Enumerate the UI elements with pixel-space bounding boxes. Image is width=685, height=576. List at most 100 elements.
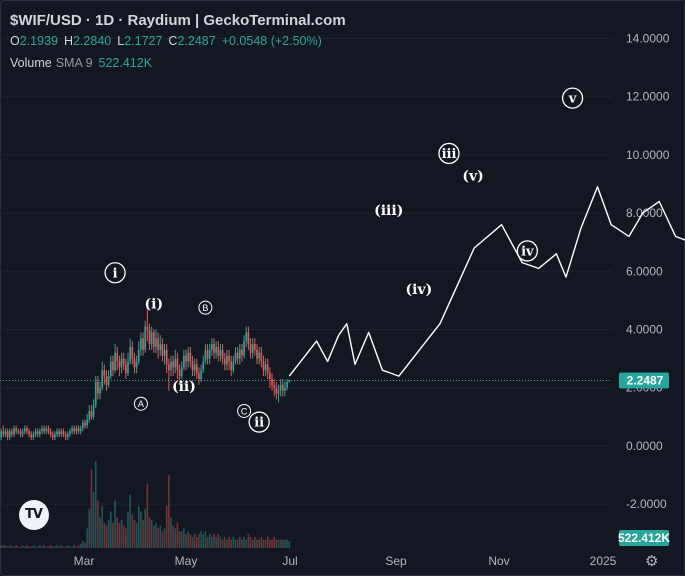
volume-bar: [92, 492, 95, 548]
volume-bar: [170, 517, 172, 548]
volume-badge: [619, 530, 669, 546]
candle-body: [105, 376, 108, 385]
volume-bar: [260, 536, 263, 548]
volume-bar: [142, 520, 144, 548]
x-axis-tick-label: Sep: [385, 554, 407, 568]
candle-body: [286, 381, 288, 388]
candle-body: [21, 431, 24, 435]
candle-body: [8, 431, 11, 438]
volume-bar: [73, 545, 76, 548]
volume-bar: [94, 461, 97, 548]
volume-bar: [51, 546, 54, 548]
volume-bar: [90, 469, 93, 548]
volume-bar: [110, 511, 112, 548]
volume-bar: [103, 522, 106, 548]
volume-bar: [62, 546, 65, 548]
volume-bar: [112, 522, 114, 548]
volume-bar: [39, 545, 41, 548]
candle-body: [178, 370, 181, 377]
candle-body: [234, 352, 237, 362]
volume-bar: [191, 536, 194, 548]
gear-icon[interactable]: ⚙: [645, 553, 659, 570]
candle-body: [159, 344, 162, 350]
candle-body: [4, 431, 7, 435]
candle-body: [277, 390, 280, 394]
candle-body: [183, 355, 185, 368]
x-axis-tick-label: Jul: [282, 554, 297, 568]
candle-body: [137, 349, 140, 362]
volume-bar: [223, 536, 226, 548]
candle-body: [103, 370, 106, 377]
wave-label: (iii): [374, 203, 403, 219]
volume-bar: [258, 539, 260, 548]
candle-body: [260, 352, 263, 362]
candle-body: [39, 431, 41, 435]
close-label: C: [168, 34, 178, 48]
volume-bar: [6, 546, 9, 548]
volume-bar: [204, 531, 207, 548]
candle-body: [241, 349, 243, 356]
candle-body: [97, 381, 99, 394]
volume-bar: [161, 531, 164, 548]
candle-body: [84, 422, 86, 426]
change-value: +0.0548 (+2.50%): [221, 34, 322, 48]
wave-label-circle: [438, 142, 460, 165]
volume-bar: [120, 520, 123, 548]
candle-body: [238, 349, 241, 359]
volume-bar: [284, 539, 286, 548]
candle-body: [129, 346, 131, 362]
volume-bar: [159, 525, 162, 548]
last-price-badge: [619, 372, 669, 389]
candle-body: [221, 349, 224, 359]
volume-bar: [17, 546, 20, 548]
candle-body: [135, 361, 138, 368]
wave-label-circle: [237, 403, 252, 418]
volume-bar: [69, 546, 71, 548]
volume-bar: [245, 539, 248, 548]
y-axis-tick-label: -2.0000: [626, 497, 667, 511]
candle-body: [2, 431, 5, 435]
candle-body: [11, 431, 13, 435]
volume-bar: [232, 536, 235, 548]
y-axis-tick-label: 12.0000: [626, 90, 670, 104]
candle-body: [152, 332, 155, 347]
volume-bar: [243, 536, 245, 548]
candle-body: [275, 387, 278, 394]
tradingview-logo-icon[interactable]: TV: [19, 500, 49, 530]
volume-bar: [43, 545, 45, 548]
high-value: 2.2840: [73, 34, 112, 48]
candle-body: [79, 428, 82, 432]
volume-bar: [45, 546, 48, 548]
candle-body: [223, 358, 226, 365]
candle-body: [88, 410, 91, 420]
volume-bar: [131, 514, 134, 548]
volume-bar: [176, 522, 179, 548]
wave-label-circle: [561, 87, 584, 109]
volume-bar: [60, 545, 63, 548]
candle-body: [148, 329, 151, 345]
candle-body: [170, 361, 172, 371]
candle-body: [264, 364, 267, 371]
volume-bar: [15, 545, 17, 548]
volume-bar: [254, 536, 256, 548]
candle-body: [288, 380, 291, 382]
candle-body: [75, 428, 78, 432]
y-axis-tick-label: 4.0000: [626, 323, 663, 337]
candle-body: [187, 352, 190, 362]
candle-body: [191, 361, 194, 371]
volume-legend[interactable]: Volume SMA 9 522.412K: [10, 56, 152, 70]
volume-bar: [82, 541, 84, 548]
low-value: 2.1727: [124, 34, 163, 48]
volume-bar: [277, 539, 280, 548]
wave-label-circle: [104, 262, 126, 284]
volume-bar: [64, 546, 67, 548]
volume-bar: [28, 546, 30, 548]
volume-bar: [24, 546, 26, 548]
volume-bar: [101, 506, 103, 548]
volume-bar: [30, 546, 33, 548]
volume-bar: [279, 539, 282, 548]
volume-bar: [256, 539, 258, 548]
volume-bar: [226, 539, 228, 548]
candle-body: [258, 352, 260, 359]
